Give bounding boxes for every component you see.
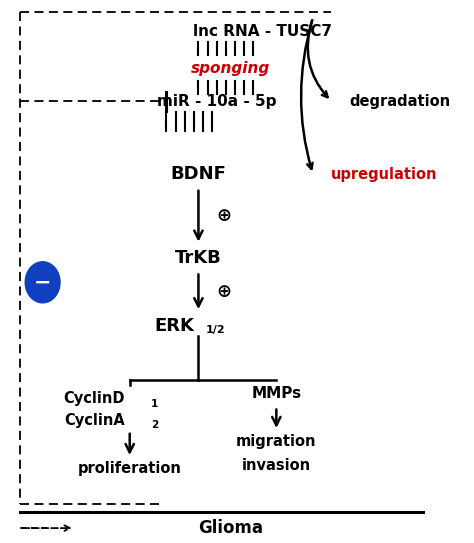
Text: MMPs: MMPs — [251, 386, 301, 401]
Text: lnc RNA - TUSC7: lnc RNA - TUSC7 — [193, 23, 332, 39]
Text: −: − — [34, 272, 51, 292]
Text: invasion: invasion — [242, 458, 311, 473]
Circle shape — [25, 262, 60, 303]
Text: 2: 2 — [151, 420, 158, 431]
Text: BDNF: BDNF — [171, 165, 227, 183]
Text: 1: 1 — [151, 399, 158, 409]
Text: sponging: sponging — [191, 61, 270, 77]
Text: ⊕: ⊕ — [216, 283, 231, 301]
Text: Glioma: Glioma — [198, 519, 263, 537]
Text: TrKB: TrKB — [175, 249, 222, 267]
Text: upregulation: upregulation — [331, 167, 438, 182]
Text: CyclinD: CyclinD — [64, 391, 125, 406]
Text: ⊕: ⊕ — [216, 207, 231, 225]
Text: miR - 10a - 5p: miR - 10a - 5p — [157, 94, 276, 109]
Text: ERK: ERK — [154, 317, 194, 334]
Text: degradation: degradation — [350, 94, 451, 109]
Text: 1/2: 1/2 — [205, 325, 225, 335]
Text: migration: migration — [236, 434, 317, 449]
Text: proliferation: proliferation — [78, 461, 182, 476]
Text: CyclinA: CyclinA — [64, 413, 125, 427]
